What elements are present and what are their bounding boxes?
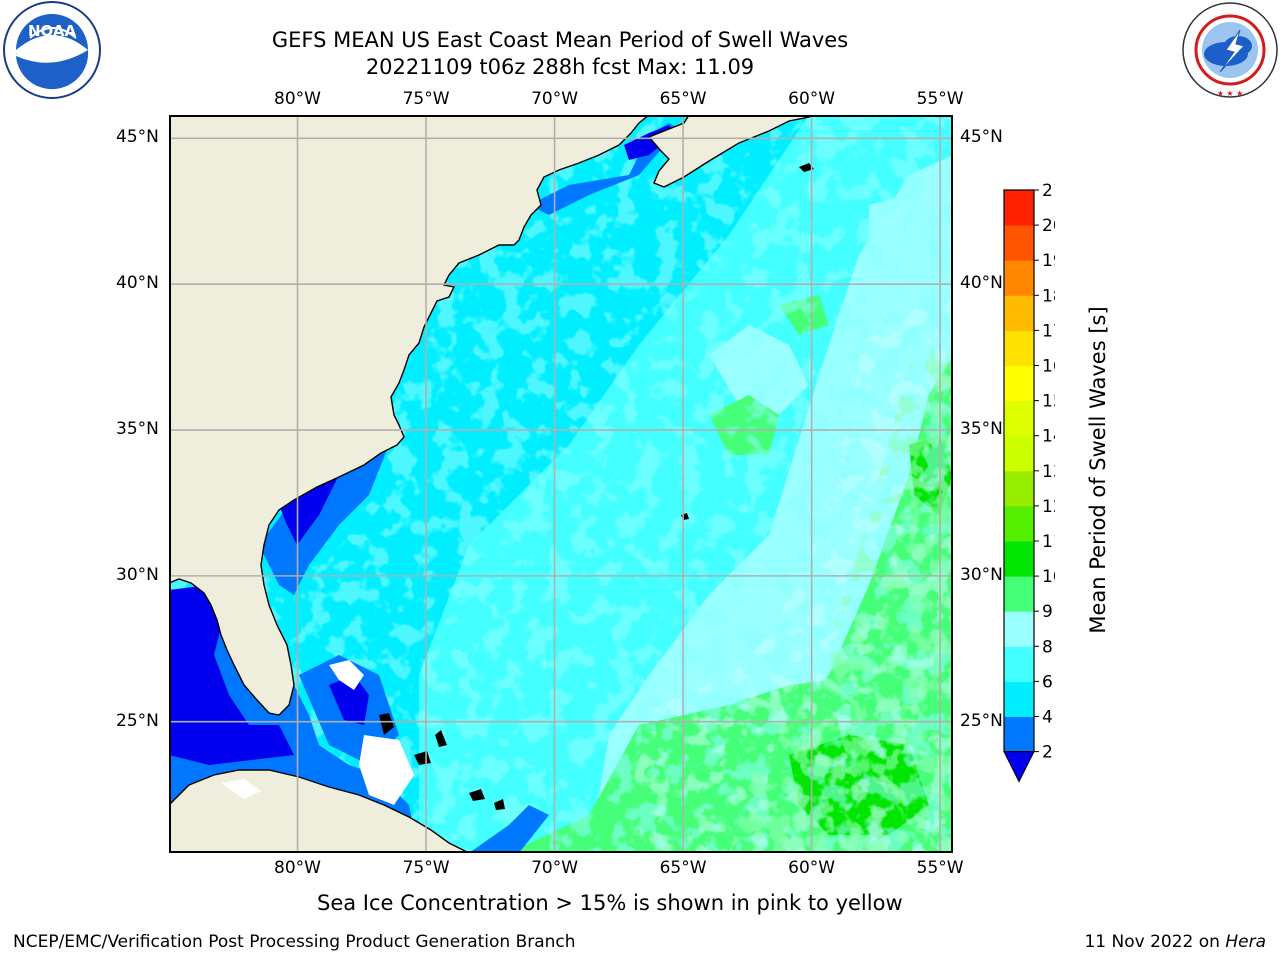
colorbar-swatch <box>1004 716 1034 753</box>
colorbar-swatch <box>1004 435 1034 472</box>
colorbar-swatch <box>1004 646 1034 682</box>
nws-logo: ★ ★ ★ <box>1180 0 1280 104</box>
lat-tick-label-right: 25°N <box>960 710 1003 731</box>
lon-tick-label-top: 60°W <box>788 89 836 109</box>
colorbar-swatch <box>1004 576 1034 612</box>
island-andros <box>379 713 394 735</box>
lat-tick-label-right: 40°N <box>960 273 1003 294</box>
shoal-missing-2 <box>359 735 414 805</box>
colorbar-tick-label: 2 <box>1042 743 1053 763</box>
colorbar-swatch <box>1004 400 1034 437</box>
noaa-logo-text: NOAA <box>28 22 77 40</box>
colorbar-swatch <box>1004 470 1034 507</box>
colorbar-tick-label: 8 <box>1042 637 1053 657</box>
colorbar-swatch <box>1004 541 1034 577</box>
lon-tick-label-top: 70°W <box>531 89 579 109</box>
footer-date: 11 Nov 2022 on Hera <box>1084 932 1266 952</box>
lat-tick-label-left: 30°N <box>116 564 159 585</box>
colorbar-tick-label: 15 <box>1042 392 1055 412</box>
lat-tick-label-right: 45°N <box>960 127 1003 148</box>
lat-tick-label-left: 45°N <box>116 127 159 148</box>
colorbar-swatch <box>1004 681 1034 717</box>
colorbar-tick-label: 17 <box>1042 321 1055 341</box>
noaa-logo: NOAA <box>0 0 104 104</box>
island-inagua <box>469 789 485 801</box>
colorbar-tick-label: 13 <box>1042 462 1055 482</box>
colorbar-swatches <box>1003 189 1035 783</box>
lon-tick-label-bottom: 70°W <box>531 858 579 878</box>
swell-lt2-bahamas <box>329 675 369 725</box>
colorbar-swatch <box>1004 365 1034 402</box>
colorbar-tick-label: 19 <box>1042 251 1055 271</box>
colorbar-tick-label: 9 <box>1042 602 1053 622</box>
land-nova-scotia <box>647 114 810 188</box>
lat-tick-label-left: 25°N <box>116 710 159 731</box>
chart-title: GEFS MEAN US East Coast Mean Period of S… <box>271 28 849 52</box>
colorbar-tick-label: 12 <box>1042 497 1055 517</box>
colorbar-tick-label: 14 <box>1042 427 1055 447</box>
colorbar-tick-label: 6 <box>1042 672 1053 692</box>
lon-tick-label-bottom: 75°W <box>402 858 450 878</box>
lon-tick-label-top: 65°W <box>659 89 707 109</box>
footer-credit: NCEP/EMC/Verification Post Processing Pr… <box>13 932 576 952</box>
footer-machine: Hera <box>1225 932 1266 952</box>
colorbar-swatch <box>1004 260 1034 296</box>
lon-tick-label-bottom: 60°W <box>788 858 836 878</box>
lon-tick-label-top: 55°W <box>916 89 964 109</box>
lon-tick-label-top: 80°W <box>274 89 321 109</box>
lon-tick-label-bottom: 80°W <box>274 858 321 878</box>
colorbar-tick-label: 10 <box>1042 567 1055 587</box>
colorbar-tick-label: 20 <box>1042 216 1055 236</box>
colorbar-tick-labels: 2 4 6 8 9 10 11 12 13 14 15 16 17 18 19 20 21 <box>1034 181 1055 763</box>
island-eleuthera <box>435 730 447 747</box>
colorbar-label: Mean Period of Swell Waves [s] <box>1086 306 1110 634</box>
colorbar-tick-label: 11 <box>1042 532 1055 552</box>
island-turks <box>494 799 505 810</box>
colorbar-swatch <box>1004 505 1034 542</box>
colorbar-tick-label: 21 <box>1042 181 1055 201</box>
swell-lt2-gulf <box>169 585 294 765</box>
colorbar-swatch <box>1004 611 1034 647</box>
cuba-shoal <box>221 779 261 799</box>
colorbar-swatch <box>1004 330 1034 366</box>
shoal-missing-1 <box>329 660 364 690</box>
colorbar: 2 4 6 8 9 10 11 12 13 14 15 16 17 18 19 20 21 <box>1003 181 1055 783</box>
lon-tick-label-bottom: 55°W <box>916 858 964 878</box>
swell-2-4-southeast-coast <box>259 445 389 595</box>
lat-tick-label-right: 30°N <box>960 564 1003 585</box>
swell-2-4-south-patch <box>469 805 549 853</box>
colorbar-tick-label: 4 <box>1042 708 1053 728</box>
lon-tick-label-bottom: 65°W <box>659 858 707 878</box>
colorbar-extend-arrow <box>1003 751 1035 783</box>
island-sable <box>799 163 814 172</box>
lat-tick-label-left: 35°N <box>116 419 159 440</box>
map-panel <box>168 114 953 854</box>
footer-date-text: 11 Nov 2022 on <box>1084 932 1226 952</box>
colorbar-swatch <box>1004 190 1034 226</box>
lat-tick-label-left: 40°N <box>116 273 159 294</box>
sea-ice-note: Sea Ice Concentration > 15% is shown in … <box>317 891 903 915</box>
swell-2-4-gulf-of-maine <box>529 123 679 215</box>
map-frame-border <box>169 115 953 853</box>
svg-text:★ ★ ★: ★ ★ ★ <box>1217 89 1244 98</box>
colorbar-swatch <box>1004 295 1034 331</box>
map-canvas <box>168 114 953 854</box>
map-gridlines <box>169 115 953 853</box>
colorbar-tick-label: 18 <box>1042 286 1055 306</box>
colorbar-tick-label: 16 <box>1042 357 1055 377</box>
lon-tick-label-top: 75°W <box>402 89 450 109</box>
colorbar-swatch <box>1004 225 1034 261</box>
land-north-america <box>168 114 651 716</box>
lat-tick-label-right: 35°N <box>960 419 1003 440</box>
swell-lt2-ga-coast <box>279 475 339 545</box>
chart-subtitle: 20221109 t06z 288h fcst Max: 11.09 <box>365 55 755 79</box>
